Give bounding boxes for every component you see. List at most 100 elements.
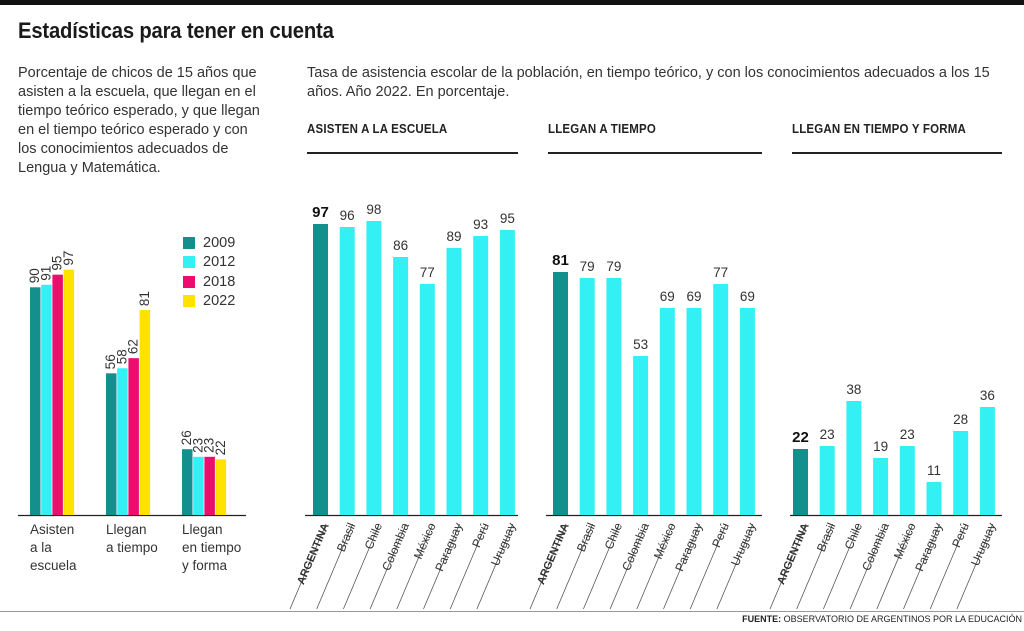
country-leader-llegan-en-tiempo-y-forma-mexico <box>876 523 914 610</box>
category-label-llegan-tiempo: Llegan a tiempo <box>106 521 158 557</box>
bar-llegan-a-tiempo-colombia <box>633 356 649 515</box>
bar-value-label-llegan-a-tiempo-2009: 56 <box>103 354 118 369</box>
legend-swatch-2012 <box>183 256 195 269</box>
bar-llegan-a-tiempo-2009 <box>106 373 117 515</box>
bar-value-label-asisten-a-la-escuela-mexico: 77 <box>420 265 435 280</box>
bar-llegan-a-tiempo-argentina <box>553 272 568 515</box>
bar-llegan-a-tiempo-2022 <box>139 310 151 515</box>
bar-value-label-llegan-a-tiempo-chile: 79 <box>606 259 621 274</box>
bar-value-label-llegan-a-tiempo-paraguay: 69 <box>686 289 701 304</box>
bar-value-label-llegan-a-tiempo-colombia: 53 <box>633 337 648 352</box>
bar-value-label-llegan-en-tiempo-y-forma-2022: 22 <box>213 440 228 455</box>
bar-value-label-asisten-a-la-escuela-2018: 95 <box>50 256 65 271</box>
country-label-llegan-a-tiempo-mexico: México <box>651 520 679 561</box>
bar-llegan-en-tiempo-y-forma-chile <box>846 401 862 515</box>
category-label-line: escuela <box>30 558 77 573</box>
country-leader-llegan-en-tiempo-y-forma-uruguay <box>956 523 994 610</box>
country-label-llegan-en-tiempo-y-forma-argentina: ARGENTINA <box>775 521 812 586</box>
bar-llegan-a-tiempo-paraguay <box>686 308 702 515</box>
bar-llegan-en-tiempo-y-forma-colombia <box>873 458 889 515</box>
bar-llegan-a-tiempo-chile <box>606 278 622 515</box>
legend-label-2022: 2022 <box>203 293 236 310</box>
legend-swatch-2018 <box>183 275 195 288</box>
bar-value-label-llegan-en-tiempo-y-forma-2018: 23 <box>202 438 217 453</box>
country-label-asisten-a-la-escuela-brasil: Brasil <box>334 521 359 554</box>
country-label-llegan-a-tiempo-brasil: Brasil <box>574 521 599 554</box>
country-leader-llegan-en-tiempo-y-forma-paraguay <box>903 523 940 610</box>
country-label-asisten-a-la-escuela-uruguay: Uruguay <box>488 521 519 568</box>
country-leader-asisten-a-la-escuela-chile <box>343 523 380 610</box>
bar-value-label-asisten-a-la-escuela-brasil: 96 <box>340 208 355 223</box>
bar-asisten-a-la-escuela-chile <box>366 221 382 515</box>
bar-asisten-a-la-escuela-peru <box>473 236 489 515</box>
page-title: Estadísticas para tener en cuenta <box>18 18 334 43</box>
bar-llegan-en-tiempo-y-forma-peru <box>953 431 969 515</box>
bar-llegan-a-tiempo-2018 <box>128 358 139 515</box>
bar-asisten-a-la-escuela-2009 <box>30 287 41 515</box>
bar-value-label-llegan-a-tiempo-2022: 81 <box>137 291 152 306</box>
bar-value-label-llegan-a-tiempo-brasil: 79 <box>580 259 595 274</box>
bar-value-label-asisten-a-la-escuela-peru: 93 <box>473 217 488 232</box>
country-leader-asisten-a-la-escuela-colombia <box>369 523 407 610</box>
country-leader-asisten-a-la-escuela-uruguay <box>476 523 514 610</box>
bar-value-label-asisten-a-la-escuela-uruguay: 95 <box>500 211 515 226</box>
category-label-line: Asisten <box>30 522 75 537</box>
top-bar <box>0 0 1024 5</box>
bar-llegan-en-tiempo-y-forma-mexico <box>899 446 915 515</box>
bar-llegan-en-tiempo-y-forma-argentina <box>793 449 808 515</box>
panel-rule-asisten <box>307 152 518 154</box>
category-label-asisten: Asisten a la escuela <box>30 521 77 575</box>
bar-value-label-llegan-en-tiempo-y-forma-uruguay: 36 <box>980 388 995 403</box>
country-leader-llegan-a-tiempo-mexico <box>636 523 674 610</box>
country-leader-llegan-en-tiempo-y-forma-chile <box>823 523 860 610</box>
bar-value-label-llegan-en-tiempo-y-forma-chile: 38 <box>846 382 861 397</box>
country-label-llegan-en-tiempo-y-forma-chile: Chile <box>842 520 866 551</box>
bar-asisten-a-la-escuela-uruguay <box>499 230 515 515</box>
country-label-llegan-a-tiempo-uruguay: Uruguay <box>728 521 759 568</box>
bar-llegan-en-tiempo-y-forma-brasil <box>819 446 835 515</box>
bar-value-label-llegan-en-tiempo-y-forma-brasil: 23 <box>820 427 835 442</box>
bar-asisten-a-la-escuela-argentina <box>313 224 328 515</box>
bar-value-label-llegan-en-tiempo-y-forma-colombia: 19 <box>873 439 888 454</box>
country-leader-llegan-a-tiempo-brasil <box>556 523 594 610</box>
country-leader-llegan-a-tiempo-argentina <box>529 523 567 610</box>
legend-label-2009: 2009 <box>203 234 236 251</box>
country-leader-llegan-a-tiempo-uruguay <box>716 523 754 610</box>
bar-value-label-asisten-a-la-escuela-chile: 98 <box>366 202 381 217</box>
bar-asisten-a-la-escuela-paraguay <box>446 248 462 515</box>
source-footer: FUENTE: OBSERVATORIO DE ARGENTINOS POR L… <box>742 614 1022 624</box>
bar-llegan-a-tiempo-brasil <box>579 278 595 515</box>
bar-value-label-llegan-a-tiempo-2018: 62 <box>126 339 141 354</box>
legend-label-2012: 2012 <box>203 254 236 271</box>
bar-llegan-a-tiempo-2012 <box>117 368 128 515</box>
country-leader-llegan-a-tiempo-paraguay <box>663 523 700 610</box>
bar-asisten-a-la-escuela-2018 <box>52 274 63 515</box>
right-chart-description: Tasa de asistencia escolar de la poblaci… <box>307 65 990 100</box>
bar-value-label-llegan-a-tiempo-mexico: 69 <box>660 289 675 304</box>
bar-value-label-asisten-a-la-escuela-argentina: 97 <box>312 204 329 221</box>
country-label-asisten-a-la-escuela-peru: Perú <box>469 521 492 550</box>
category-label-line: Llegan <box>182 522 223 537</box>
footer-rule <box>0 611 1024 612</box>
bar-value-label-llegan-a-tiempo-uruguay: 69 <box>740 289 755 304</box>
bar-llegan-en-tiempo-y-forma-paraguay <box>926 482 942 515</box>
source-text: OBSERVATORIO DE ARGENTINOS POR LA EDUCAC… <box>783 614 1022 624</box>
country-label-llegan-a-tiempo-peru: Perú <box>709 521 732 550</box>
bar-asisten-a-la-escuela-colombia <box>393 257 409 515</box>
left-chart-description: Porcentaje de chicos de 15 años que asis… <box>18 65 260 176</box>
category-label-line: a la <box>30 540 52 555</box>
bar-llegan-en-tiempo-y-forma-2018 <box>204 456 215 515</box>
category-label-line: en tiempo <box>182 540 242 555</box>
country-label-llegan-a-tiempo-chile: Chile <box>602 520 626 551</box>
bar-value-label-asisten-a-la-escuela-2022: 97 <box>61 251 76 266</box>
bar-asisten-a-la-escuela-mexico <box>419 284 435 515</box>
legend-item-2009: 2009 <box>183 233 235 253</box>
bar-llegan-a-tiempo-peru <box>713 284 729 515</box>
bar-llegan-en-tiempo-y-forma-2022 <box>215 459 227 515</box>
country-label-llegan-en-tiempo-y-forma-peru: Perú <box>949 521 972 550</box>
country-leader-asisten-a-la-escuela-peru <box>449 523 487 610</box>
country-leader-llegan-a-tiempo-peru <box>689 523 727 610</box>
chart-legend: 2009 2012 2018 2022 <box>183 233 235 311</box>
category-label-line: Llegan <box>106 522 147 537</box>
